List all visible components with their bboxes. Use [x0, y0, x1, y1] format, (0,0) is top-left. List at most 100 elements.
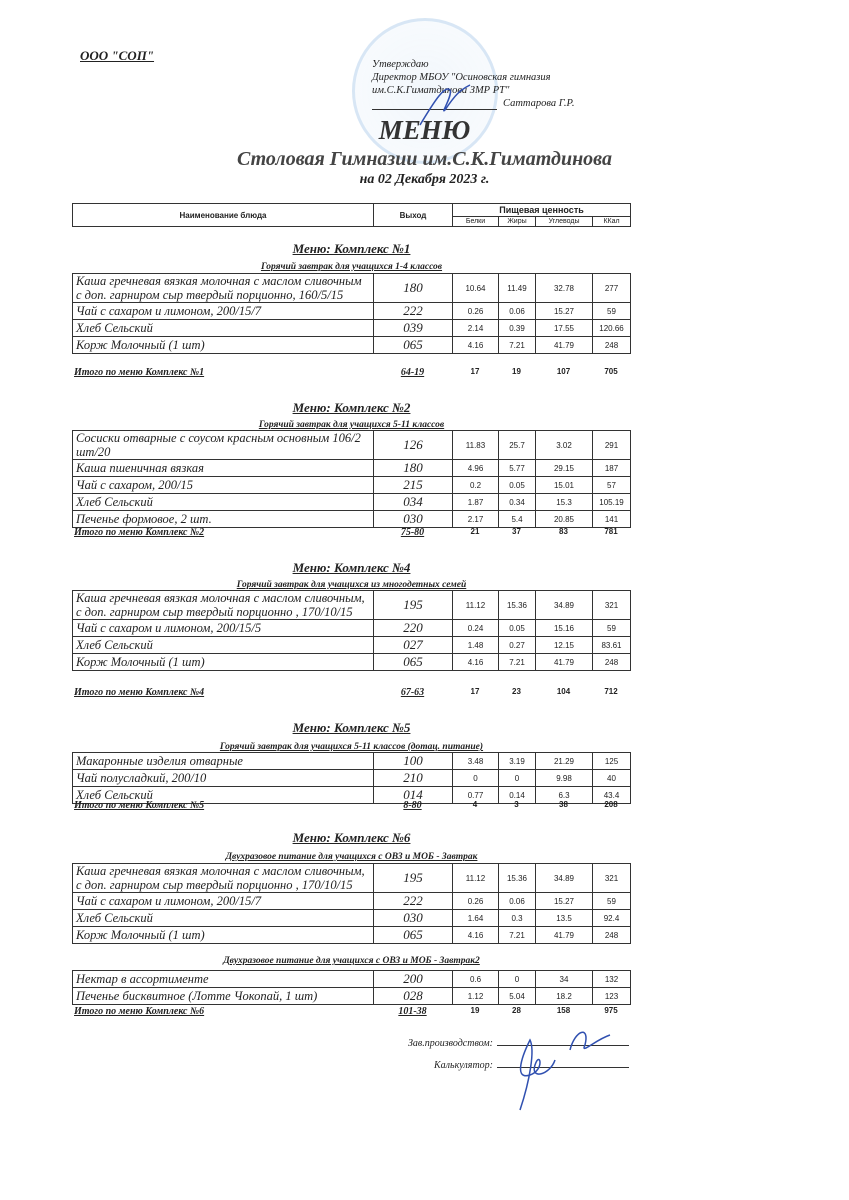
dish-carbs: 9.98 [535, 769, 593, 787]
dish-fat: 0.06 [498, 302, 536, 320]
dish-name: Печенье формовое, 2 шт. [72, 510, 374, 528]
dish-output: 180 [373, 273, 453, 303]
total-carbs: 107 [556, 367, 571, 376]
total-label: Итого по меню Комплекс №6 [74, 1006, 205, 1017]
section-subtitle: Горячий завтрак для учащихся 5-11 классо… [219, 742, 484, 752]
dish-kcal: 59 [592, 619, 631, 637]
table-row: Хлеб Сельский 030 1.64 0.3 13.5 92.4 [72, 909, 631, 927]
dish-protein: 0.77 [452, 786, 499, 804]
dish-name: Нектар в ассортименте [72, 970, 374, 988]
approval-line: Утверждаю [372, 59, 429, 70]
dish-carbs: 15.27 [535, 302, 593, 320]
header-protein: Белки [452, 216, 499, 227]
dish-fat: 5.77 [498, 459, 536, 477]
dish-output: 222 [373, 892, 453, 910]
section-total: Итого по меню Комплекс №4 67-63 17 23 104 712 [72, 687, 630, 699]
total-protein: 19 [470, 1006, 480, 1015]
dish-name: Макаронные изделия отварные [72, 752, 374, 770]
table-row: Корж Молочный (1 шт) 065 4.16 7.21 41.79 248 [72, 653, 631, 671]
section-title: Меню: Комплекс №1 [292, 241, 411, 256]
dish-carbs: 32.78 [535, 273, 593, 303]
dish-name: Каша пшеничная вязкая [72, 459, 374, 477]
total-fat: 19 [512, 367, 521, 376]
dish-carbs: 34 [535, 970, 593, 988]
table-row: Каша гречневая вязкая молочная с маслом … [72, 863, 631, 893]
dish-carbs: 15.16 [535, 619, 593, 637]
dish-kcal: 132 [592, 970, 631, 988]
dish-name: Хлеб Сельский [72, 909, 374, 927]
approval-line: им.С.К.Гиматдинова ЗМР РТ" [372, 85, 510, 96]
total-carbs: 38 [559, 800, 568, 809]
dish-protein: 0 [452, 769, 499, 787]
header-fat: Жиры [498, 216, 536, 227]
dish-kcal: 321 [592, 590, 631, 620]
dish-name: Корж Молочный (1 шт) [72, 336, 374, 354]
production-head-label: Зав.производством: [407, 1038, 493, 1049]
dish-output: 034 [373, 493, 453, 511]
dish-kcal: 59 [592, 302, 631, 320]
dish-fat: 7.21 [498, 653, 536, 671]
dish-output: 065 [373, 926, 453, 944]
dish-kcal: 187 [592, 459, 631, 477]
total-kcal: 705 [604, 367, 618, 376]
dish-name: Чай с сахаром и лимоном, 200/15/5 [72, 619, 374, 637]
dish-name: Печенье бисквитное (Лотте Чокопай, 1 шт) [72, 987, 374, 1005]
total-price: 67-63 [400, 687, 425, 698]
signature-line [497, 1045, 629, 1046]
dish-carbs: 34.89 [535, 863, 593, 893]
dish-protein: 0.26 [452, 892, 499, 910]
dish-output: 126 [373, 430, 453, 460]
table-row: Нектар в ассортименте 200 0.6 0 34 132 [72, 970, 631, 988]
dish-protein: 1.48 [452, 636, 499, 654]
dish-fat: 0.39 [498, 319, 536, 337]
dish-name: Чай полусладкий, 200/10 [72, 769, 374, 787]
dish-output: 195 [373, 863, 453, 893]
dish-output: 222 [373, 302, 453, 320]
header-carbs: Углеводы [535, 216, 593, 227]
organization-name: ООО "СОП" [80, 48, 155, 63]
dish-carbs: 41.79 [535, 336, 593, 354]
signature-line [497, 1067, 629, 1068]
dish-fat: 0.05 [498, 476, 536, 494]
dish-fat: 0.05 [498, 619, 536, 637]
section-subtitle: Горячий завтрак для учащихся из многодет… [236, 580, 467, 590]
dish-name: Хлеб Сельский [72, 319, 374, 337]
table-row: Сосиски отварные с соусом красным основн… [72, 430, 631, 460]
dish-name: Каша гречневая вязкая молочная с маслом … [72, 863, 374, 893]
dish-kcal: 59 [592, 892, 631, 910]
dish-fat: 0 [498, 769, 536, 787]
section-title: Меню: Комплекс №6 [292, 830, 411, 845]
dish-carbs: 15.3 [535, 493, 593, 511]
dish-output: 065 [373, 336, 453, 354]
table-row: Макаронные изделия отварные 100 3.48 3.19 21… [72, 752, 631, 770]
dish-fat: 0.27 [498, 636, 536, 654]
dish-output: 200 [373, 970, 453, 988]
dish-kcal: 291 [592, 430, 631, 460]
dish-protein: 4.16 [452, 653, 499, 671]
dish-kcal: 92.4 [592, 909, 631, 927]
dish-fat: 7.21 [498, 926, 536, 944]
table-row: Хлеб Сельский 039 2.14 0.39 17.55 120.66 [72, 319, 631, 337]
dish-name: Чай с сахаром и лимоном, 200/15/7 [72, 892, 374, 910]
dish-name: Чай с сахаром, 200/15 [72, 476, 374, 494]
dish-protein: 0.6 [452, 970, 499, 988]
total-fat: 37 [512, 527, 521, 536]
section-title: Меню: Комплекс №5 [292, 720, 411, 735]
section-subtitle: Горячий завтрак для учащихся 5-11 классо… [258, 420, 445, 430]
table-row: Каша гречневая вязкая молочная с маслом … [72, 273, 631, 303]
dish-kcal: 57 [592, 476, 631, 494]
total-carbs: 158 [556, 1006, 571, 1015]
dish-protein: 2.17 [452, 510, 499, 528]
dish-kcal: 83.61 [592, 636, 631, 654]
dish-protein: 2.14 [452, 319, 499, 337]
dish-fat: 0.34 [498, 493, 536, 511]
approval-line: Директор МБОУ "Осиновская гимназия [372, 72, 551, 83]
dish-carbs: 17.55 [535, 319, 593, 337]
dish-fat: 25.7 [498, 430, 536, 460]
table-row: Корж Молочный (1 шт) 065 4.16 7.21 41.79 248 [72, 926, 631, 944]
dish-name: Каша гречневая вязкая молочная с маслом … [72, 273, 374, 303]
total-label: Итого по меню Комплекс №4 [74, 687, 205, 698]
total-price: 8-80 [403, 800, 422, 811]
total-fat: 23 [512, 687, 521, 696]
